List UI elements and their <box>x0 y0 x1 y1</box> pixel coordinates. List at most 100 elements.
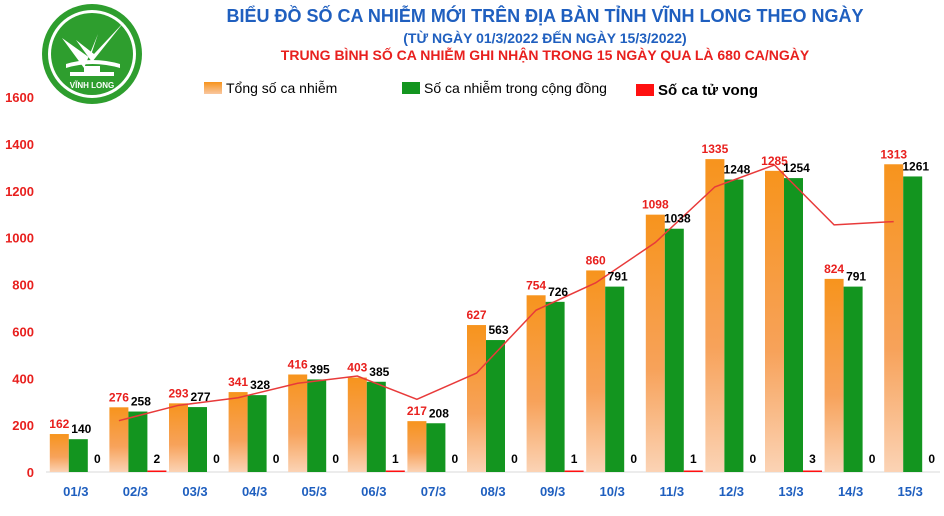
data-label-total: 162 <box>49 417 69 431</box>
data-label-deaths: 0 <box>630 452 637 466</box>
y-tick-label: 1400 <box>5 137 34 152</box>
data-label-community: 208 <box>429 406 449 420</box>
data-label-community: 563 <box>488 323 508 337</box>
data-label-community: 1261 <box>902 159 929 173</box>
x-tick-label: 06/3 <box>361 484 386 499</box>
legend-label-deaths: Số ca tử vong <box>658 81 759 99</box>
data-label-deaths: 1 <box>571 452 578 466</box>
x-tick-label: 02/3 <box>123 484 148 499</box>
bar-total <box>705 159 725 472</box>
bar-total <box>347 377 367 472</box>
y-tick-label: 1000 <box>5 231 34 246</box>
bar-total <box>884 164 904 472</box>
bar-community <box>188 407 207 472</box>
data-label-total: 416 <box>288 358 308 372</box>
logo-text: VĨNH LONG <box>70 81 114 90</box>
data-label-total: 824 <box>824 262 844 276</box>
bar-total <box>407 421 427 472</box>
bar-total <box>586 270 606 472</box>
bar-total <box>288 374 308 472</box>
bar-deaths <box>564 470 584 472</box>
bar-community <box>366 381 386 472</box>
data-label-deaths: 0 <box>273 452 280 466</box>
data-label-community: 385 <box>369 365 389 379</box>
y-tick-label: 200 <box>12 418 34 433</box>
x-tick-label: 01/3 <box>63 484 88 499</box>
chart-title: BIỂU ĐỒ SỐ CA NHIỄM MỚI TRÊN ĐỊA BÀN TỈN… <box>226 6 864 26</box>
data-label-deaths: 0 <box>332 452 339 466</box>
y-tick-label: 800 <box>12 278 34 293</box>
x-tick-label: 03/3 <box>182 484 207 499</box>
y-tick-label: 0 <box>27 465 34 480</box>
data-label-community: 395 <box>310 362 330 376</box>
bar-total <box>109 407 129 472</box>
bar-total <box>467 325 486 472</box>
data-label-total: 403 <box>347 361 367 375</box>
x-tick-label: 14/3 <box>838 484 863 499</box>
data-label-deaths: 1 <box>392 452 399 466</box>
data-label-community: 791 <box>846 270 866 284</box>
legend-label-community: Số ca nhiễm trong cộng đồng <box>424 80 607 96</box>
data-label-deaths: 0 <box>750 452 757 466</box>
data-label-total: 217 <box>407 404 427 418</box>
data-label-community: 258 <box>131 395 151 409</box>
data-label-deaths: 0 <box>94 452 101 466</box>
bar-total <box>526 295 546 472</box>
bar-community <box>486 340 505 472</box>
bar-total <box>765 170 784 472</box>
bar-community <box>545 301 565 472</box>
bar-total <box>169 403 188 472</box>
chart-average-note: TRUNG BÌNH SỐ CA NHIỄM GHI NHẬN TRONG 15… <box>280 47 810 63</box>
data-label-community: 328 <box>250 378 270 392</box>
data-label-deaths: 3 <box>809 452 816 466</box>
vinh-long-logo: VĨNH LONG <box>42 4 142 104</box>
bar-community <box>426 423 446 472</box>
legend-item-deaths: Số ca tử vong <box>636 80 758 100</box>
bar-deaths <box>147 470 167 472</box>
data-label-total: 1285 <box>761 154 788 168</box>
data-label-deaths: 2 <box>154 452 161 466</box>
x-tick-label: 04/3 <box>242 484 267 499</box>
data-label-deaths: 0 <box>213 452 220 466</box>
data-label-deaths: 0 <box>452 452 459 466</box>
data-label-deaths: 1 <box>690 452 697 466</box>
y-tick-label: 600 <box>12 324 34 339</box>
data-label-community: 726 <box>548 285 568 299</box>
bar-community <box>784 178 803 472</box>
y-tick-label: 1200 <box>5 184 34 199</box>
bar-community <box>903 176 923 472</box>
bar-deaths <box>683 470 703 472</box>
x-tick-label: 12/3 <box>719 484 744 499</box>
legend-item-total: Tổng số ca nhiễm <box>204 78 337 98</box>
y-tick-label: 1600 <box>5 90 34 105</box>
data-label-total: 860 <box>586 253 606 267</box>
chart-subtitle: (TỪ NGÀY 01/3/2022 ĐẾN NGÀY 15/3/2022) <box>403 30 687 46</box>
legend-item-community: Số ca nhiễm trong cộng đồng <box>402 78 607 98</box>
trendline <box>118 164 894 422</box>
bar-community <box>128 411 148 472</box>
bar-total <box>824 278 844 472</box>
bar-community <box>724 179 744 472</box>
bar-community <box>605 286 625 472</box>
legend-swatch-community <box>402 82 420 94</box>
x-tick-label: 13/3 <box>778 484 803 499</box>
bar-total <box>49 434 69 472</box>
bar-total <box>645 214 665 472</box>
x-tick-label: 15/3 <box>898 484 923 499</box>
data-label-community: 791 <box>608 270 628 284</box>
data-label-total: 1335 <box>702 142 729 156</box>
data-label-community: 1248 <box>724 163 751 177</box>
data-label-deaths: 0 <box>928 452 935 466</box>
bar-deaths <box>385 470 405 472</box>
data-label-total: 627 <box>466 308 486 322</box>
bar-community <box>307 379 327 472</box>
data-label-total: 1098 <box>642 198 669 212</box>
data-label-total: 1313 <box>880 147 907 161</box>
bar-community <box>664 228 684 472</box>
data-label-community: 1038 <box>664 212 691 226</box>
data-label-community: 140 <box>71 422 91 436</box>
bar-community <box>247 395 267 472</box>
